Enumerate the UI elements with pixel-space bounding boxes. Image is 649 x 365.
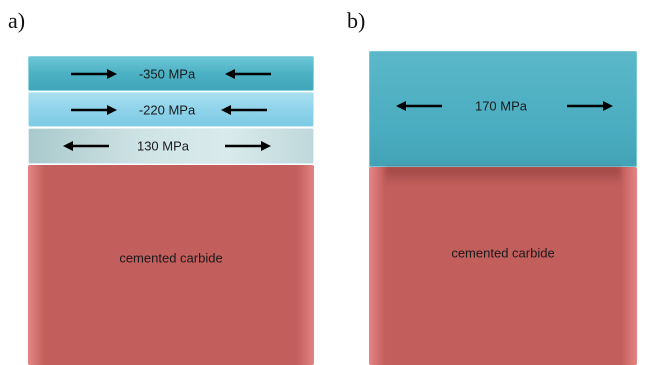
panel-a: -350 MPa -220 MPa 130 MPa cemented carbi… [28,54,314,365]
coating-layer-single: 170 MPa [369,51,637,167]
arrow-left-icon [63,140,109,152]
arrow-right-icon [71,104,117,116]
single-layer-stress: 170 MPa [474,98,528,114]
substrate-cemented-carbide: cemented carbide [369,167,637,365]
interface-shadow [385,167,621,185]
coating-layer-1: -350 MPa [28,56,314,91]
panel-b-label: b) [347,8,366,33]
coating-layer-3: 130 MPa [28,128,314,164]
arrow-left-icon [221,104,267,116]
arrow-right-icon [71,68,117,80]
arrow-right-icon [225,140,271,152]
substrate-cemented-carbide: cemented carbide [28,165,314,365]
layer-2-stress: -220 MPa [138,102,196,117]
panel-a-label: a) [8,8,26,33]
arrow-right-icon [567,100,613,112]
substrate-label: cemented carbide [119,250,223,266]
arrow-left-icon [396,100,442,112]
coating-layer-2: -220 MPa [28,92,314,127]
arrow-left-icon [225,68,271,80]
layer-1-stress: -350 MPa [138,66,196,81]
layer-3-stress: 130 MPa [136,138,190,154]
substrate-label: cemented carbide [451,245,555,261]
panel-b: 170 MPa cemented carbide [369,51,637,365]
